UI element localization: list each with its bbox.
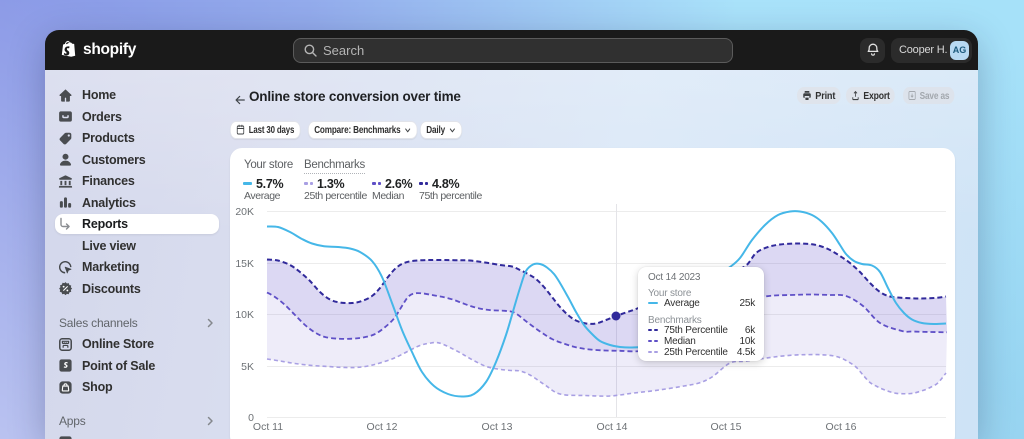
svg-text:20K: 20K: [235, 206, 254, 218]
svg-text:Oct 15: Oct 15: [711, 421, 742, 433]
svg-text:0: 0: [248, 412, 254, 424]
svg-text:5K: 5K: [241, 361, 254, 373]
svg-text:15K: 15K: [235, 258, 254, 270]
svg-text:10K: 10K: [235, 309, 254, 321]
svg-text:Oct 14: Oct 14: [597, 421, 628, 433]
svg-text:Oct 16: Oct 16: [826, 421, 857, 433]
svg-text:Oct 11: Oct 11: [253, 421, 283, 433]
svg-text:Oct 13: Oct 13: [482, 421, 513, 433]
svg-text:Oct 12: Oct 12: [367, 421, 398, 433]
